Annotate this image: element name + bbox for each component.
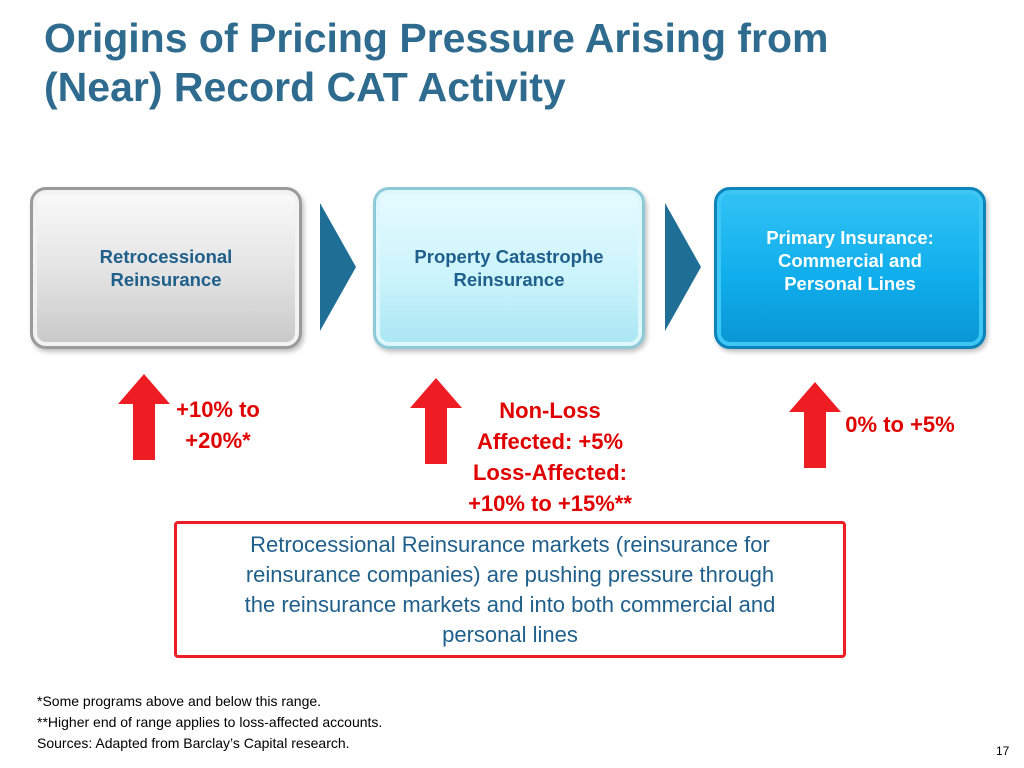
callout-line: the reinsurance markets and into both co…	[244, 591, 776, 617]
retrocessional-reinsurance-box: Retrocessional Reinsurance	[30, 187, 302, 349]
chevron-right-icon	[665, 203, 701, 331]
change-line: Non-Loss	[499, 398, 601, 423]
box-label-line: Personal Lines	[784, 272, 916, 294]
change-line: 0% to +5%	[845, 412, 955, 437]
change-line: +10% to	[176, 397, 260, 422]
box-label-line: Property Catastrophe	[414, 246, 604, 267]
slide-title: Origins of Pricing Pressure Arising from…	[44, 14, 944, 112]
retrocessional-change-label: +10% to +20%*	[160, 394, 276, 456]
box-label: Primary Insurance: Commercial and Person…	[766, 226, 934, 295]
footnote: *Some programs above and below this rang…	[37, 693, 322, 709]
callout-line: Retrocessional Reinsurance markets (rein…	[250, 531, 770, 557]
change-line: Affected: +5%	[476, 429, 624, 454]
title-line-1: Origins of Pricing Pressure Arising from	[44, 15, 829, 61]
box-label-line: Retrocessional	[99, 246, 233, 267]
up-arrow-icon	[789, 382, 841, 468]
box-label-line: Reinsurance	[453, 269, 565, 290]
footnote: **Higher end of range applies to loss-af…	[37, 714, 383, 730]
primary-insurance-box: Primary Insurance: Commercial and Person…	[714, 187, 986, 349]
box-label: Retrocessional Reinsurance	[100, 245, 233, 291]
property-cat-change-label: Non-Loss Affected: +5% Loss-Affected: +1…	[440, 395, 660, 519]
sources-note: Sources: Adapted from Barclay’s Capital …	[37, 735, 350, 751]
callout-line: personal lines	[442, 621, 578, 647]
property-catastrophe-reinsurance-box: Property Catastrophe Reinsurance	[373, 187, 645, 349]
footnotes: *Some programs above and below this rang…	[37, 691, 382, 754]
summary-callout: Retrocessional Reinsurance markets (rein…	[174, 521, 846, 658]
up-arrow-icon	[410, 378, 462, 464]
callout-text: Retrocessional Reinsurance markets (rein…	[245, 530, 776, 650]
callout-line: reinsurance companies) are pushing press…	[245, 561, 775, 587]
change-line: +10% to +15%**	[468, 491, 632, 516]
chevron-right-icon	[320, 203, 356, 331]
box-label: Property Catastrophe Reinsurance	[414, 245, 603, 291]
change-line: Loss-Affected:	[472, 460, 627, 485]
title-line-2: (Near) Record CAT Activity	[44, 64, 566, 110]
up-arrow-icon	[118, 374, 170, 460]
box-label-line: Primary Insurance:	[766, 226, 934, 248]
box-label-line: Reinsurance	[110, 269, 222, 290]
box-label-line: Commercial and	[778, 249, 922, 271]
page-number: 17	[996, 744, 1010, 758]
change-line: +20%*	[185, 428, 251, 453]
primary-insurance-change-label: 0% to +5%	[830, 409, 970, 440]
